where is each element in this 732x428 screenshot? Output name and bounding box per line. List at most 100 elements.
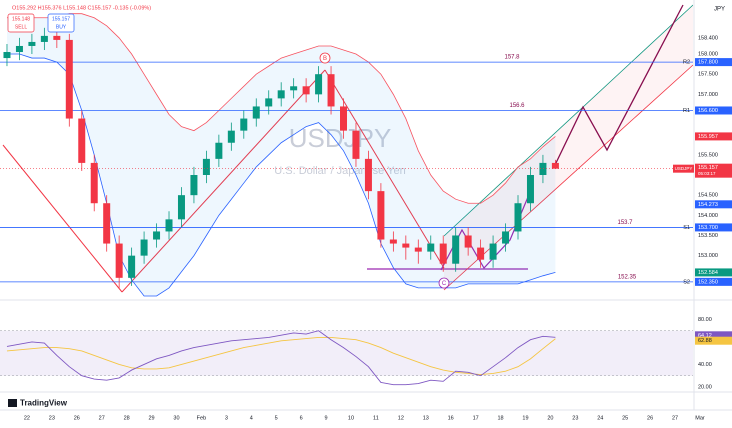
candle-body (40, 35, 48, 42)
candle-body (477, 247, 485, 260)
watermark-description: U.S. Dollar / Japanese Yen (274, 165, 405, 177)
channel-line (443, 64, 693, 291)
rsi-badge (695, 331, 732, 340)
price-badge-label: 152.584 (698, 270, 718, 276)
current-name: USDJPY (675, 166, 693, 171)
candle-body (414, 247, 422, 252)
price-badge-label: 155.957 (698, 134, 718, 140)
candle-body (290, 86, 298, 91)
x-tick-label: 10 (348, 415, 354, 421)
sell-button[interactable] (7, 13, 35, 33)
y-tick-label: 157.000 (698, 92, 718, 98)
candle-body (240, 118, 248, 131)
current-name-badge (673, 164, 694, 173)
pivot-name: S2 (683, 279, 690, 285)
candle-body (464, 235, 472, 248)
x-tick-label: 30 (173, 415, 179, 421)
x-tick-label: 22 (24, 415, 30, 421)
level-badge (695, 106, 732, 115)
candle-body (352, 130, 360, 159)
sell-price: 155.148 (12, 16, 30, 22)
y-tick-label: 40.00 (698, 362, 712, 368)
pivot-name: R1 (683, 108, 690, 114)
price-badge (695, 200, 732, 209)
pivot-value: 153.7 (617, 220, 633, 226)
candle-body (153, 231, 161, 240)
rsi-badge-label: 62.88 (698, 338, 712, 344)
pivot-name: R2 (683, 60, 690, 66)
candle-body (190, 175, 198, 196)
candle-body (302, 86, 310, 95)
y-tick-label: 153.500 (698, 233, 718, 239)
x-tick-label: 26 (647, 415, 653, 421)
candle-body (377, 191, 385, 240)
x-tick-label: Mar (695, 415, 705, 421)
projection-line (554, 4, 684, 166)
x-tick-label: Feb (197, 415, 206, 421)
x-tick-label: 27 (99, 415, 105, 421)
buy-button[interactable] (47, 13, 75, 33)
y-tick-label: 153.000 (698, 253, 718, 259)
wave-marker (438, 277, 450, 289)
wave-label: C (442, 281, 447, 287)
x-tick-label: 29 (149, 415, 155, 421)
level-badge (695, 58, 732, 67)
x-tick-label: 23 (572, 415, 578, 421)
candle-body (389, 239, 397, 244)
candle-body (489, 243, 497, 260)
buy-label: BUY (56, 24, 67, 30)
y-tick-label: 20.00 (698, 384, 712, 390)
y-tick-label: 155.500 (698, 152, 718, 158)
level-badge-label: 153.700 (698, 225, 718, 231)
rsi-line (6, 337, 556, 376)
countdown: 05:03:17 (698, 171, 716, 176)
candle-body (452, 235, 460, 264)
trendline (2, 144, 123, 293)
logo: TradingView (20, 399, 68, 408)
candle-body (551, 162, 559, 169)
y-tick-label: 154.000 (698, 213, 718, 219)
channel-line (443, 4, 693, 237)
x-tick-label: 24 (597, 415, 603, 421)
candle-body (202, 158, 210, 175)
candle-body (115, 243, 123, 278)
rsi-line (6, 330, 556, 386)
candle-body (215, 142, 223, 159)
x-tick-label: 9 (325, 415, 328, 421)
pivot-value: 152.35 (618, 274, 637, 280)
rsi-badge-label: 64.12 (698, 333, 712, 339)
candle-body (227, 130, 235, 143)
band-line (6, 13, 556, 204)
x-tick-label: 26 (74, 415, 80, 421)
candle-body (340, 106, 348, 131)
x-tick-label: 3 (225, 415, 228, 421)
candle-body (140, 239, 148, 256)
candle-body (28, 41, 36, 46)
x-tick-label: 18 (497, 415, 503, 421)
x-tick-label: 28 (124, 415, 130, 421)
price-badge (695, 132, 732, 141)
candle-body (53, 35, 61, 40)
x-tick-label: 23 (49, 415, 55, 421)
band-line (6, 53, 556, 297)
price-pane (0, 4, 693, 297)
x-tick-label: 27 (672, 415, 678, 421)
x-tick-label: 4 (250, 415, 253, 421)
candle-body (364, 158, 372, 192)
pivot-value: 157.8 (504, 55, 520, 61)
x-tick-label: 5 (275, 415, 278, 421)
y-tick-label: 157.500 (698, 72, 718, 78)
x-tick-label: 17 (473, 415, 479, 421)
x-tick-label: 25 (622, 415, 628, 421)
candle-body (514, 203, 522, 232)
candle-body (402, 243, 410, 248)
y-tick-label: 158.000 (698, 51, 718, 57)
candle-body (78, 118, 86, 163)
x-tick-label: 16 (448, 415, 454, 421)
x-tick-label: 13 (423, 415, 429, 421)
trendline (324, 69, 445, 269)
level-badge-label: 156.600 (698, 108, 718, 114)
level-badge (695, 223, 732, 232)
